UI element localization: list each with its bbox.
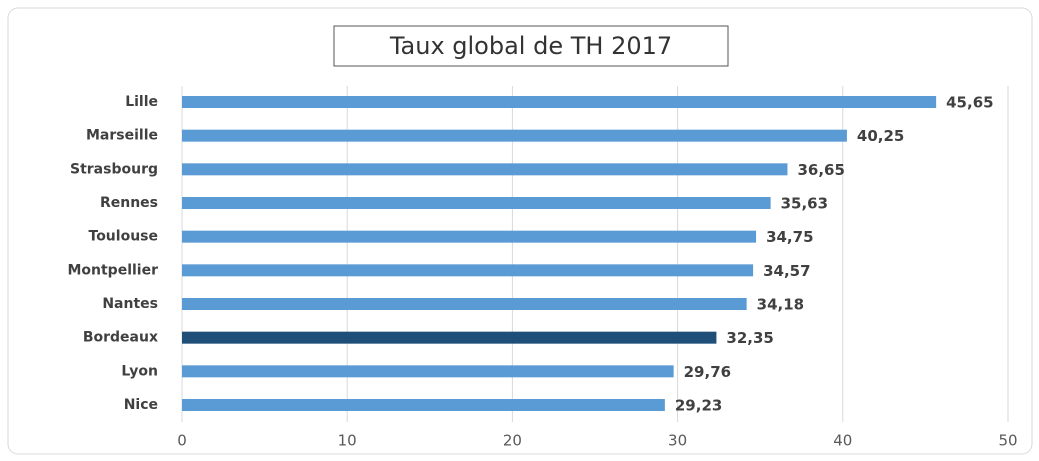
data-label: 32,35 (726, 329, 773, 347)
data-label: 40,25 (857, 127, 904, 145)
data-label: 29,76 (684, 363, 731, 381)
x-tick-label: 20 (503, 432, 522, 450)
data-label: 36,65 (797, 161, 844, 179)
y-tick-label: Strasbourg (70, 161, 158, 177)
y-tick-label: Montpellier (67, 262, 158, 278)
data-label: 29,23 (675, 397, 722, 415)
bar (182, 298, 747, 310)
bar (182, 230, 757, 243)
x-tick-label: 10 (338, 432, 357, 450)
y-tick-label: Rennes (100, 195, 158, 211)
y-tick-label: Toulouse (89, 229, 159, 245)
x-tick-label: 50 (998, 432, 1017, 450)
bar (182, 129, 847, 142)
data-label: 34,75 (766, 228, 813, 246)
y-tick-label: Nice (124, 397, 158, 413)
data-label: 35,63 (781, 195, 828, 213)
bar (182, 96, 937, 108)
chart-title: Taux global de TH 2017 (389, 32, 672, 60)
data-label: 34,57 (763, 262, 810, 280)
y-tick-label: Bordeaux (83, 330, 158, 346)
x-tick-label: 40 (833, 432, 852, 450)
x-tick-label: 30 (668, 432, 687, 450)
y-tick-label: Marseille (86, 128, 158, 144)
title-box (333, 25, 729, 67)
data-label: 45,65 (946, 94, 993, 112)
y-tick-label: Nantes (102, 296, 158, 312)
bar (182, 399, 665, 411)
bar (182, 365, 674, 378)
data-label: 34,18 (757, 296, 804, 314)
y-tick-label: Lyon (121, 363, 158, 379)
y-tick-label: Lille (125, 94, 158, 110)
bar (182, 331, 717, 344)
bar (182, 197, 771, 209)
bar (182, 163, 788, 176)
x-tick-label: 0 (177, 432, 187, 450)
bar (182, 264, 754, 277)
